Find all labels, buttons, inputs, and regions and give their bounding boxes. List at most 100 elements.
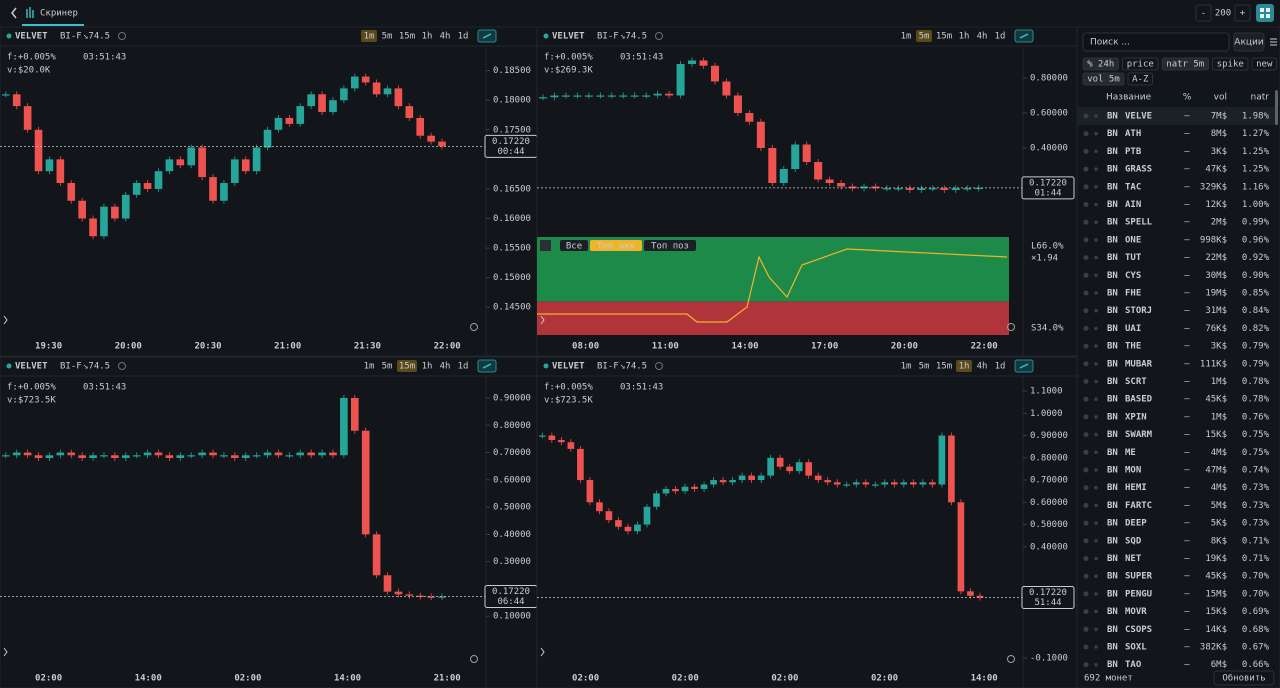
coin-name[interactable]: TAO: [1125, 660, 1142, 670]
symbol[interactable]: VELVET: [552, 362, 585, 372]
coin-name[interactable]: BASED: [1125, 395, 1153, 405]
coin-name[interactable]: CSOPS: [1125, 625, 1152, 635]
search-box[interactable]: [1082, 32, 1230, 52]
timeframe[interactable]: 1d: [458, 32, 469, 42]
timeframe[interactable]: 1m: [901, 32, 912, 42]
filter-button[interactable]: [590, 240, 642, 251]
favorite-star[interactable]: [1083, 272, 1089, 278]
coin-name[interactable]: STORJ: [1125, 306, 1152, 316]
coin-name[interactable]: NET: [1125, 554, 1142, 564]
favorite-star[interactable]: [1083, 343, 1089, 349]
stocks-button[interactable]: [1233, 32, 1265, 52]
timeframe[interactable]: 15m: [936, 362, 952, 372]
timeframe[interactable]: 1m: [364, 32, 375, 42]
timeframe[interactable]: 1m: [901, 362, 912, 372]
timeframe[interactable]: 1h: [422, 362, 433, 372]
coin-name[interactable]: SQD: [1125, 536, 1142, 546]
coin-name[interactable]: AIN: [1125, 200, 1141, 210]
coin-name[interactable]: TUT: [1125, 253, 1142, 263]
settings-icon[interactable]: [655, 362, 663, 370]
timeframe[interactable]: 1d: [458, 362, 469, 372]
favorite-star[interactable]: [1083, 255, 1089, 261]
filter-chip-label[interactable]: price: [1127, 60, 1154, 70]
settings-icon[interactable]: [655, 32, 663, 40]
favorite-star[interactable]: [1083, 219, 1089, 225]
timeframe[interactable]: 5m: [382, 32, 393, 42]
favorite-star[interactable]: [1083, 502, 1089, 508]
column-header[interactable]: natr: [1251, 93, 1270, 103]
column-header[interactable]: vol: [1214, 93, 1227, 103]
coin-name[interactable]: ONE: [1125, 235, 1141, 245]
favorite-star[interactable]: [1083, 131, 1089, 137]
coin-name[interactable]: MON: [1125, 466, 1141, 476]
settings-icon[interactable]: [118, 32, 126, 40]
favorite-star[interactable]: [1083, 237, 1089, 243]
zoom-plus-button[interactable]: [1234, 4, 1251, 22]
favorite-star[interactable]: [1083, 520, 1089, 526]
coin-name[interactable]: PENGU: [1125, 589, 1152, 599]
favorite-star[interactable]: [1083, 379, 1089, 384]
favorite-star[interactable]: [1083, 414, 1089, 420]
filter-button[interactable]: [560, 240, 588, 251]
filter-chip[interactable]: [1127, 72, 1153, 86]
timeframe[interactable]: 1h: [959, 362, 970, 372]
filter-chip[interactable]: [1082, 57, 1119, 71]
coin-name[interactable]: MOVR: [1125, 607, 1147, 617]
symbol[interactable]: VELVET: [15, 32, 48, 42]
filter-chip-label[interactable]: vol 5m: [1087, 75, 1120, 85]
zoom-minus-button[interactable]: [1195, 4, 1212, 22]
timeframe[interactable]: 4h: [977, 32, 988, 42]
timeframe[interactable]: 4h: [977, 362, 988, 372]
favorite-star[interactable]: [1083, 202, 1089, 207]
coin-name[interactable]: MUBAR: [1125, 359, 1153, 369]
tab-label[interactable]: Скринер: [40, 9, 78, 19]
reset-icon[interactable]: [1007, 323, 1015, 331]
favorite-star[interactable]: [1083, 662, 1089, 668]
favorite-star[interactable]: [1083, 626, 1089, 632]
filter-chip-label[interactable]: % 24h: [1087, 60, 1114, 70]
favorite-star[interactable]: [1083, 467, 1089, 473]
favorite-star[interactable]: [1083, 485, 1089, 491]
favorite-star[interactable]: [1083, 538, 1089, 544]
timeframe[interactable]: 5m: [919, 362, 930, 372]
coin-name[interactable]: TAC: [1125, 182, 1141, 192]
favorite-star[interactable]: [1083, 361, 1089, 367]
filter-button-label[interactable]: Топ акк: [597, 242, 636, 252]
timeframe[interactable]: 5m: [382, 362, 393, 372]
coin-name[interactable]: CYS: [1125, 271, 1141, 281]
coin-name[interactable]: SPELL: [1125, 218, 1153, 228]
timeframe[interactable]: 15m: [399, 32, 415, 42]
timeframe[interactable]: 1m: [364, 362, 375, 372]
timeframe[interactable]: 1d: [995, 32, 1006, 42]
timeframe[interactable]: 4h: [440, 32, 451, 42]
coin-name[interactable]: XPIN: [1125, 412, 1147, 422]
favorite-star[interactable]: [1083, 396, 1089, 402]
timeframe[interactable]: 5m: [919, 32, 930, 42]
reset-icon[interactable]: [470, 655, 478, 663]
coin-name[interactable]: PTB: [1125, 147, 1142, 157]
coin-name[interactable]: DEEP: [1125, 519, 1147, 529]
favorite-star[interactable]: [1083, 644, 1089, 650]
filter-chip-label[interactable]: A-Z: [1132, 75, 1149, 85]
favorite-star[interactable]: [1083, 449, 1089, 455]
favorite-star[interactable]: [1083, 609, 1089, 615]
column-header[interactable]: %: [1183, 93, 1192, 103]
expand-arrow[interactable]: [3, 647, 8, 657]
refresh-label[interactable]: Обновить: [1222, 673, 1265, 684]
refresh-button[interactable]: [1213, 670, 1275, 686]
close-button[interactable]: [540, 240, 551, 251]
coin-name[interactable]: GRASS: [1125, 165, 1152, 175]
coin-name[interactable]: FHE: [1125, 289, 1141, 299]
filter-chip[interactable]: [1082, 72, 1125, 86]
coin-name[interactable]: ATH: [1125, 129, 1141, 139]
favorite-star[interactable]: [1083, 166, 1089, 172]
expand-arrow[interactable]: [540, 647, 545, 657]
menu-icon[interactable]: [1270, 38, 1277, 46]
favorite-star[interactable]: [1083, 184, 1089, 190]
expand-arrow[interactable]: [3, 315, 8, 325]
coin-name[interactable]: SOXL: [1125, 643, 1147, 653]
filter-chip[interactable]: [1161, 57, 1209, 71]
coin-name[interactable]: THE: [1125, 342, 1141, 352]
symbol[interactable]: VELVET: [552, 32, 585, 42]
back-icon[interactable]: [11, 7, 17, 19]
